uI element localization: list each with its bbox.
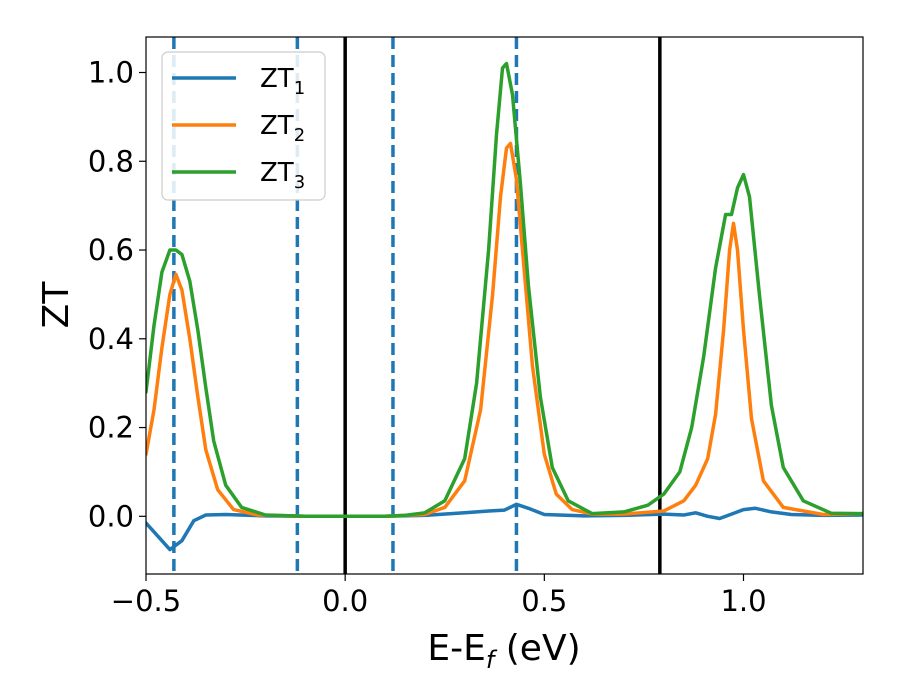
x-tick-label: 0.5 xyxy=(521,584,567,618)
y-tick-label: 0.6 xyxy=(88,233,134,267)
legend-frame xyxy=(161,51,326,201)
series-line-zt3 xyxy=(146,61,863,519)
x-axis-ticks: −0.5 0.0 0.5 1.0 xyxy=(111,574,767,618)
series-lines xyxy=(146,61,863,552)
x-tick-label: 1.0 xyxy=(720,584,766,618)
y-axis-ticks: 0.0 0.2 0.4 0.6 0.8 1.0 xyxy=(88,56,146,533)
y-axis-label: ZT xyxy=(36,281,77,329)
reference-lines xyxy=(172,37,662,574)
legend-label-zt3: ZT3 xyxy=(260,158,305,193)
x-tick-label: 0.0 xyxy=(322,584,368,618)
legend-label-zt2: ZT2 xyxy=(260,111,305,146)
x-tick-label: −0.5 xyxy=(111,584,181,618)
y-tick-label: 0.2 xyxy=(88,411,134,445)
legend: ZT1 ZT2 ZT3 xyxy=(161,51,326,201)
series-line-zt2 xyxy=(146,141,863,519)
legend-label-zt1: ZT1 xyxy=(260,64,305,99)
y-tick-label: 0.8 xyxy=(88,144,134,178)
series-line-zt1 xyxy=(146,502,863,552)
x-axis-label: E-Ef (eV) xyxy=(427,628,580,674)
y-tick-label: 0.0 xyxy=(88,499,134,533)
y-tick-label: 1.0 xyxy=(88,56,134,90)
plot-frame xyxy=(145,36,864,575)
y-tick-label: 0.4 xyxy=(88,322,134,356)
